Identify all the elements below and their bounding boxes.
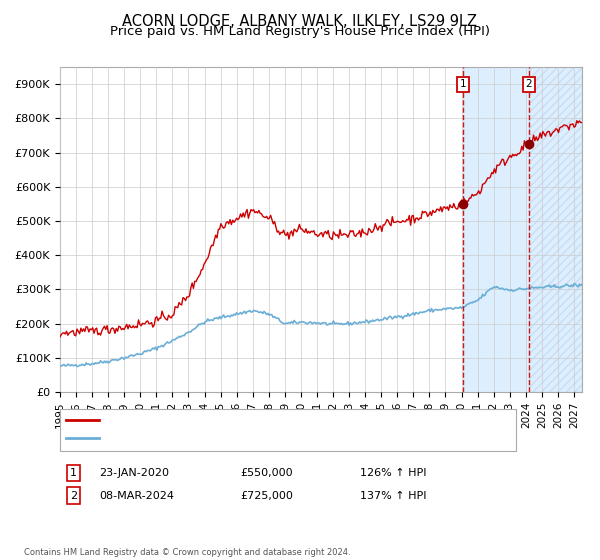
Bar: [529, 67, 582, 392]
Text: 2: 2: [526, 80, 532, 89]
Text: Contains HM Land Registry data © Crown copyright and database right 2024.: Contains HM Land Registry data © Crown c…: [24, 548, 350, 557]
Text: ACORN LODGE, ALBANY WALK, ILKLEY, LS29 9LZ: ACORN LODGE, ALBANY WALK, ILKLEY, LS29 9…: [122, 14, 478, 29]
Text: 23-JAN-2020: 23-JAN-2020: [99, 468, 169, 478]
Text: 126% ↑ HPI: 126% ↑ HPI: [360, 468, 427, 478]
Text: £725,000: £725,000: [240, 491, 293, 501]
Text: 137% ↑ HPI: 137% ↑ HPI: [360, 491, 427, 501]
Text: 1: 1: [70, 468, 77, 478]
Text: £550,000: £550,000: [240, 468, 293, 478]
Text: 1: 1: [460, 80, 466, 89]
Text: HPI: Average price, detached house, Bradford: HPI: Average price, detached house, Brad…: [105, 433, 343, 444]
Text: 08-MAR-2024: 08-MAR-2024: [99, 491, 174, 501]
Text: Price paid vs. HM Land Registry's House Price Index (HPI): Price paid vs. HM Land Registry's House …: [110, 25, 490, 38]
Text: 2: 2: [70, 491, 77, 501]
Bar: [463, 67, 582, 392]
Text: ACORN LODGE, ALBANY WALK, ILKLEY, LS29 9LZ (detached house): ACORN LODGE, ALBANY WALK, ILKLEY, LS29 9…: [105, 415, 453, 425]
